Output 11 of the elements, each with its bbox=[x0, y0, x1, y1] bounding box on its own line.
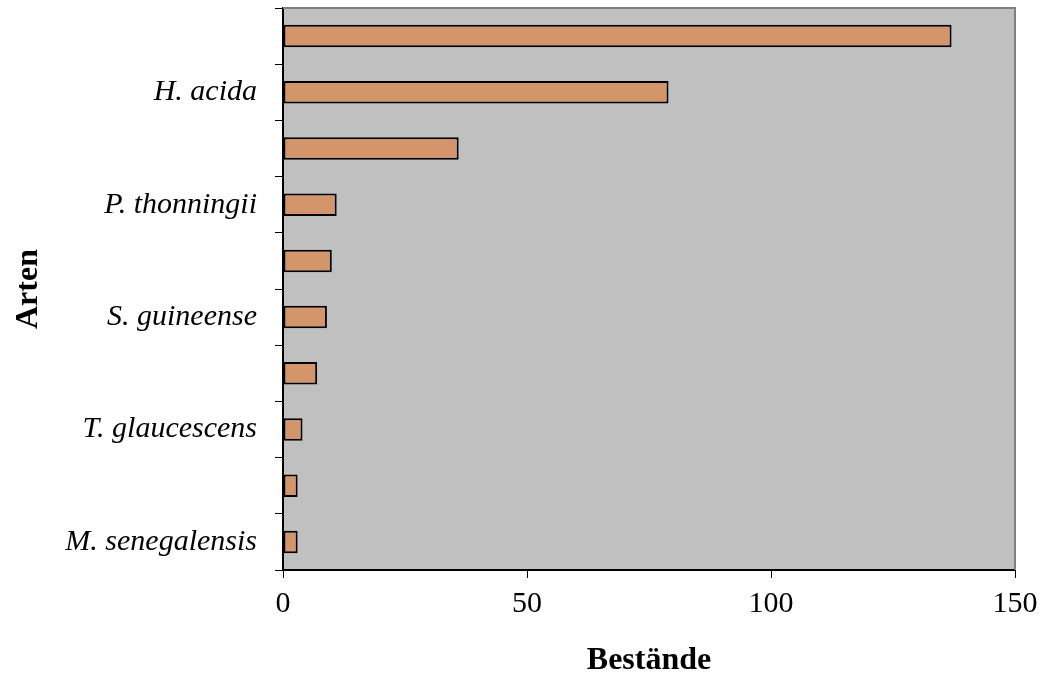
y-axis-title: Arten bbox=[8, 248, 45, 329]
x-tick-label: 150 bbox=[992, 584, 1038, 618]
y-tick-label: M. senegalensis bbox=[64, 522, 257, 556]
x-tick-label: 0 bbox=[275, 584, 291, 618]
x-tick-label: 50 bbox=[512, 584, 542, 618]
y-tick-label: S. guineense bbox=[107, 297, 257, 331]
y-tick-label: T. glaucescens bbox=[82, 410, 257, 444]
x-tick-label: 100 bbox=[748, 584, 794, 618]
y-tick-label: H. acida bbox=[152, 73, 257, 107]
y-tick-label: P. thonningii bbox=[103, 185, 257, 219]
x-axis-title: Bestände bbox=[586, 640, 712, 677]
